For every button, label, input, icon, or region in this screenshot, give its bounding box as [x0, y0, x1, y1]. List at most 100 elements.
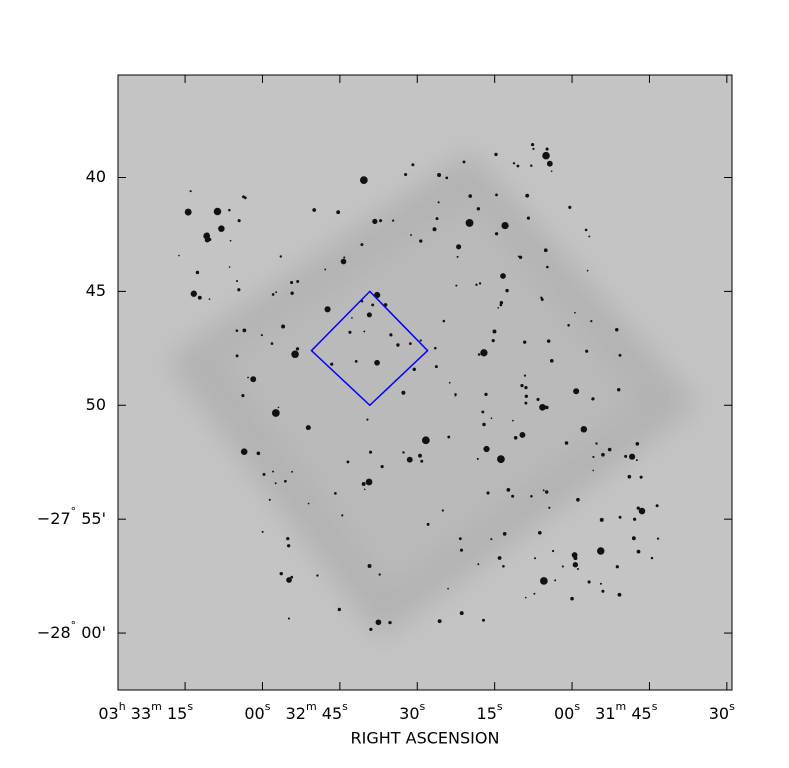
star — [418, 453, 422, 458]
star — [260, 334, 263, 337]
star — [268, 498, 271, 501]
star — [351, 317, 353, 319]
star — [281, 324, 286, 329]
star — [296, 280, 300, 283]
star — [324, 268, 327, 271]
star — [437, 201, 440, 204]
x-tick-label: 32m 45s — [286, 700, 349, 723]
star — [270, 342, 274, 345]
star — [401, 390, 406, 395]
star — [279, 571, 283, 576]
star — [379, 219, 383, 223]
star — [372, 218, 378, 225]
star — [627, 474, 632, 479]
star — [426, 522, 430, 526]
star — [502, 531, 507, 536]
star — [505, 288, 509, 293]
star — [295, 347, 300, 351]
star — [497, 556, 502, 560]
star — [388, 620, 392, 625]
star — [544, 405, 549, 410]
star — [550, 170, 553, 173]
x-tick-label: 15s — [477, 700, 503, 723]
star — [189, 190, 192, 193]
star — [592, 455, 595, 459]
x-tick-label: 00s — [244, 700, 270, 723]
star — [490, 417, 493, 420]
star — [441, 509, 444, 512]
star — [519, 432, 526, 438]
star — [573, 556, 578, 561]
star — [435, 217, 439, 221]
star — [256, 451, 261, 456]
star — [512, 419, 514, 422]
star — [524, 596, 527, 599]
star — [410, 234, 412, 236]
star — [480, 349, 488, 357]
star — [518, 255, 523, 259]
star — [272, 470, 274, 473]
star — [262, 472, 266, 476]
star — [506, 488, 511, 492]
x-tick-label: 31m 45s — [595, 700, 658, 723]
star — [586, 269, 589, 272]
star — [448, 381, 451, 384]
star — [532, 147, 535, 150]
star — [591, 397, 594, 401]
star — [524, 401, 528, 405]
star — [544, 490, 549, 494]
star — [512, 162, 516, 165]
star — [484, 392, 488, 397]
y-tick-label: −28° 00' — [37, 619, 106, 642]
star — [520, 383, 524, 388]
star — [530, 142, 535, 147]
star — [421, 436, 430, 445]
star — [482, 422, 486, 427]
star — [291, 350, 299, 359]
star — [406, 456, 413, 463]
star — [511, 494, 515, 498]
star — [490, 538, 493, 541]
star — [523, 374, 527, 377]
star — [616, 387, 621, 392]
star — [540, 577, 548, 585]
star — [491, 339, 495, 343]
star — [346, 460, 350, 464]
star — [360, 243, 364, 247]
star — [570, 596, 574, 601]
star — [389, 333, 393, 337]
star — [502, 564, 505, 568]
x-axis-label: RIGHT ASCENSION — [351, 729, 500, 748]
star — [624, 454, 628, 458]
star — [275, 291, 278, 294]
star — [363, 330, 366, 333]
star — [543, 248, 548, 253]
star — [551, 549, 555, 553]
star — [305, 425, 311, 431]
x-tick-label: 30s — [709, 700, 735, 723]
star — [601, 589, 605, 593]
star — [455, 284, 458, 287]
star — [546, 160, 553, 167]
star — [564, 441, 569, 445]
star — [208, 237, 212, 242]
star — [380, 465, 384, 469]
star — [371, 303, 375, 307]
star — [635, 442, 640, 446]
star — [247, 376, 249, 379]
star — [573, 388, 580, 395]
star — [324, 306, 331, 313]
star — [482, 618, 485, 622]
star — [447, 435, 451, 439]
star — [584, 228, 588, 232]
star — [366, 418, 369, 421]
star — [378, 573, 381, 576]
star — [404, 173, 408, 177]
star — [656, 537, 660, 540]
star — [539, 403, 546, 411]
star — [548, 506, 551, 509]
x-tick-label: 03h 33m 15s — [98, 700, 193, 723]
star — [497, 307, 500, 309]
star — [366, 312, 372, 318]
